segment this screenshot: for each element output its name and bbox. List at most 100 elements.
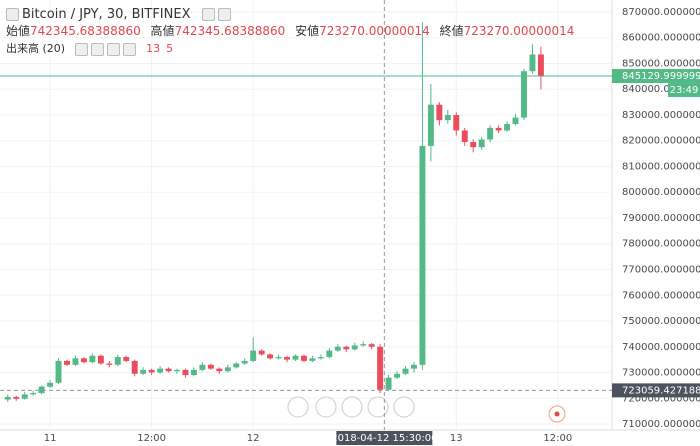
volume-label: 出来高 (20): [6, 42, 66, 55]
candle-body: [284, 357, 290, 360]
ohlc-value: 742345.68388860: [174, 24, 286, 38]
y-tick-label: 770000.00000000: [622, 264, 700, 275]
y-tick-label: 840000.00000000: [622, 84, 700, 95]
candle-body: [182, 369, 189, 376]
candles: [4, 22, 544, 403]
candle-body: [377, 346, 384, 390]
candle-body: [224, 367, 231, 372]
y-tick-label: 850000.00000000: [622, 58, 700, 69]
candle-body: [72, 358, 79, 365]
candle-body: [453, 114, 460, 131]
candle-body: [190, 369, 197, 376]
ohlc-value: 723270.00000014: [463, 24, 575, 38]
scroll-left-button[interactable]: [287, 396, 309, 418]
symbol-title: Bitcoin / JPY, 30, BITFINEX: [22, 7, 191, 22]
more-icon[interactable]: [106, 42, 120, 56]
candle-body: [148, 369, 155, 373]
zoom-in-button[interactable]: [367, 396, 389, 418]
candle-body: [529, 54, 536, 72]
scroll-right-button[interactable]: [393, 396, 415, 418]
ohlc-value: 723270.00000014: [319, 24, 430, 38]
y-tick-label: 870000.00000000: [622, 7, 700, 18]
candle-body: [411, 364, 417, 369]
candle-body: [30, 393, 37, 395]
candle-body: [343, 346, 350, 350]
x-tick-label: 12: [247, 433, 260, 444]
candle-body: [250, 350, 257, 361]
candle-body: [275, 357, 282, 359]
countdown-box: [668, 83, 700, 98]
candle-body: [21, 394, 28, 399]
candle-body: [106, 363, 113, 365]
crosshair-y-box: [612, 383, 700, 398]
y-tick-label: 810000.00000000: [622, 161, 700, 172]
crosshair-x-box: [336, 431, 433, 445]
zoom-controls: [287, 396, 415, 418]
candle-body: [13, 396, 20, 399]
candle-body: [140, 369, 147, 374]
candle-body: [64, 360, 70, 365]
candle-body: [199, 364, 206, 370]
y-tick-label: 790000.00000000: [622, 213, 700, 224]
candle-body: [55, 360, 62, 383]
candle-body: [165, 368, 172, 372]
y-tick-label: 750000.00000000: [622, 316, 700, 327]
candle-body: [216, 368, 223, 372]
candle-body: [47, 382, 54, 387]
candle-body: [80, 358, 87, 363]
settings-icon[interactable]: [202, 8, 216, 21]
countdown-label: 23:49: [670, 85, 699, 96]
candle-body: [89, 355, 96, 363]
candle-body: [131, 360, 138, 374]
candle-body: [444, 114, 451, 121]
crosshair-y-label: 723059.42718823: [622, 385, 700, 396]
alert-dot: [554, 411, 560, 417]
volume-value: 5: [166, 42, 174, 55]
zoom-out-button[interactable]: [315, 396, 337, 418]
candle-body: [394, 373, 401, 378]
eye-icon[interactable]: [74, 42, 88, 56]
y-tick-label: 780000.00000000: [622, 239, 700, 250]
candle-body: [478, 139, 485, 148]
candle-body: [470, 142, 477, 148]
candle-body: [326, 350, 333, 358]
crosshair-x-label: 2018-04-12 15:30:00: [331, 433, 437, 444]
candle-body: [402, 368, 409, 374]
candle-body: [300, 355, 307, 361]
candle-body: [487, 127, 494, 140]
candle-body: [97, 355, 104, 364]
x-tick-label: 12:00: [137, 433, 166, 444]
settings-icon[interactable]: [90, 42, 104, 56]
y-tick-label: 860000.00000000: [622, 33, 700, 44]
close-icon[interactable]: [122, 42, 136, 56]
ohlc-label: 始値: [6, 24, 31, 38]
y-tick-label: 830000.00000000: [622, 110, 700, 121]
x-tick-label: 12:00: [543, 433, 572, 444]
candle-body: [461, 130, 468, 143]
candle-body: [419, 145, 426, 365]
candle-body: [360, 344, 367, 346]
y-tick-label: 800000.00000000: [622, 187, 700, 198]
y-tick-label: 740000.00000000: [622, 342, 700, 353]
ohlc-label: 高値: [150, 24, 175, 38]
candle-body: [38, 386, 45, 394]
collapse-icon[interactable]: [6, 8, 19, 21]
ohlc-value: 742345.68388860: [30, 24, 141, 38]
y-tick-label: 710000.00000000: [622, 419, 700, 430]
candle-body: [4, 396, 11, 400]
candle-body: [207, 364, 214, 369]
candle-body: [233, 363, 240, 368]
last-price-label: 845129.99999968: [622, 71, 700, 82]
candle-body: [427, 104, 434, 146]
candle-body: [521, 71, 527, 118]
reset-button[interactable]: [341, 396, 363, 418]
close-icon[interactable]: [218, 8, 232, 21]
last-price-box: [612, 69, 700, 84]
candle-body: [114, 357, 121, 365]
candle-body: [317, 357, 324, 359]
candle-body: [436, 104, 443, 121]
y-tick-label: 720000.00000000: [622, 393, 700, 404]
candle-body: [495, 127, 502, 131]
candle-body: [267, 354, 274, 359]
